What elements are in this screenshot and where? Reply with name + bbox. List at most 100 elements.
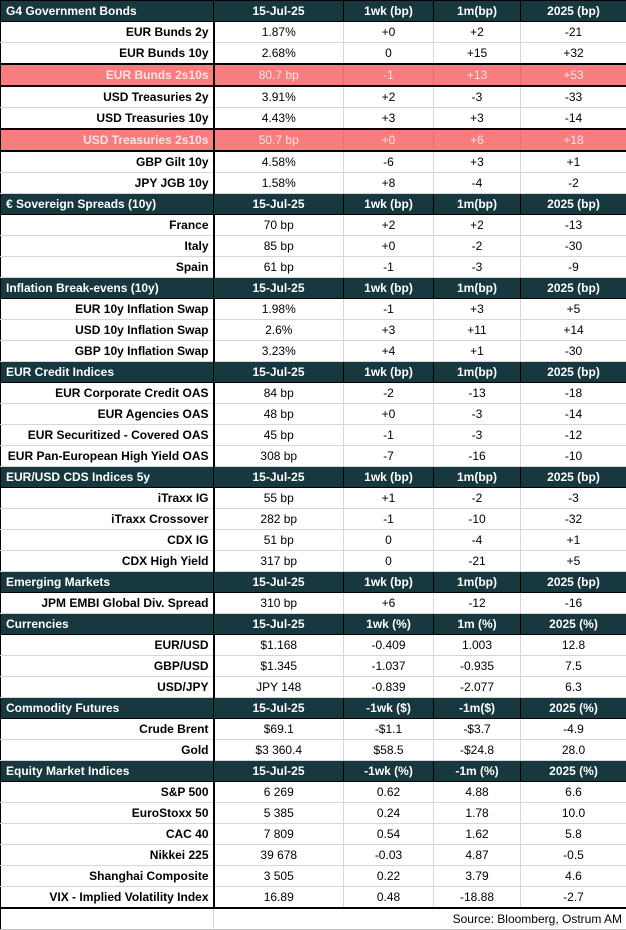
value-cell: +0: [344, 236, 434, 257]
value-cell: 310 bp: [214, 593, 344, 614]
value-cell: -13: [521, 215, 626, 236]
value-cell: +5: [521, 551, 626, 572]
value-cell: +18: [521, 129, 626, 151]
value-cell: -14: [521, 108, 626, 130]
column-header: 1wk (bp): [344, 362, 434, 383]
value-cell: 61 bp: [214, 257, 344, 278]
row-label: Nikkei 225: [1, 845, 214, 866]
value-cell: -2: [521, 173, 626, 194]
section-title: Inflation Break-evens (10y): [1, 278, 214, 299]
row-label: USD Treasuries 2y: [1, 86, 214, 108]
column-header: 1m(bp): [434, 572, 521, 593]
row-label: EUR Pan-European High Yield OAS: [1, 446, 214, 467]
row-label: JPM EMBI Global Div. Spread: [1, 593, 214, 614]
date-column-header: 15-Jul-25: [214, 761, 344, 782]
row-label: Shanghai Composite: [1, 866, 214, 887]
value-cell: 85 bp: [214, 236, 344, 257]
value-cell: 70 bp: [214, 215, 344, 236]
value-cell: 28.0: [521, 740, 626, 761]
row-label: EUR Bunds 2y: [1, 22, 214, 43]
date-column-header: 15-Jul-25: [214, 194, 344, 215]
value-cell: 0.54: [344, 824, 434, 845]
row-label: USD 10y Inflation Swap: [1, 320, 214, 341]
row-label: Spain: [1, 257, 214, 278]
column-header: 2025 (bp): [521, 362, 626, 383]
value-cell: +1: [434, 341, 521, 362]
date-column-header: 15-Jul-25: [214, 698, 344, 719]
value-cell: +2: [344, 86, 434, 108]
date-column-header: 15-Jul-25: [214, 614, 344, 635]
value-cell: 7.5: [521, 656, 626, 677]
value-cell: -3: [434, 404, 521, 425]
value-cell: +2: [434, 215, 521, 236]
value-cell: -$24.8: [434, 740, 521, 761]
value-cell: +13: [434, 64, 521, 86]
column-header: 1m (%): [434, 614, 521, 635]
column-header: 2025 (bp): [521, 467, 626, 488]
value-cell: -3: [434, 257, 521, 278]
section-title: Emerging Markets: [1, 572, 214, 593]
row-label: VIX - Implied Volatility Index: [1, 887, 214, 909]
value-cell: +53: [521, 64, 626, 86]
date-column-header: 15-Jul-25: [214, 1, 344, 22]
row-label: GBP Gilt 10y: [1, 151, 214, 173]
column-header: -1wk (%): [344, 761, 434, 782]
value-cell: -18: [521, 383, 626, 404]
row-label: iTraxx IG: [1, 488, 214, 509]
value-cell: 0.62: [344, 782, 434, 803]
column-header: 1m(bp): [434, 278, 521, 299]
value-cell: -10: [434, 509, 521, 530]
value-cell: -1: [344, 257, 434, 278]
column-header: 1wk (bp): [344, 278, 434, 299]
value-cell: 84 bp: [214, 383, 344, 404]
column-header: 1m(bp): [434, 194, 521, 215]
value-cell: 3 505: [214, 866, 344, 887]
value-cell: 0: [344, 530, 434, 551]
value-cell: +14: [521, 320, 626, 341]
value-cell: -4: [434, 530, 521, 551]
row-label: CDX High Yield: [1, 551, 214, 572]
row-label: USD Treasuries 10y: [1, 108, 214, 130]
value-cell: 16.89: [214, 887, 344, 909]
value-cell: -33: [521, 86, 626, 108]
date-column-header: 15-Jul-25: [214, 572, 344, 593]
row-label: USD Treasuries 2s10s: [1, 129, 214, 151]
value-cell: 48 bp: [214, 404, 344, 425]
value-cell: 308 bp: [214, 446, 344, 467]
value-cell: -14: [521, 404, 626, 425]
value-cell: -10: [521, 446, 626, 467]
value-cell: -3: [434, 86, 521, 108]
value-cell: 1.58%: [214, 173, 344, 194]
value-cell: 5.8: [521, 824, 626, 845]
column-header: 1wk (bp): [344, 467, 434, 488]
column-header: 1wk (bp): [344, 194, 434, 215]
value-cell: +0: [344, 404, 434, 425]
row-label: GBP 10y Inflation Swap: [1, 341, 214, 362]
row-label: EUR/USD: [1, 635, 214, 656]
value-cell: +6: [344, 593, 434, 614]
value-cell: 6.6: [521, 782, 626, 803]
value-cell: +15: [434, 43, 521, 65]
column-header: 2025 (bp): [521, 572, 626, 593]
value-cell: -2: [434, 488, 521, 509]
value-cell: +5: [521, 299, 626, 320]
value-cell: 317 bp: [214, 551, 344, 572]
value-cell: +6: [434, 129, 521, 151]
value-cell: 1.62: [434, 824, 521, 845]
value-cell: 4.88: [434, 782, 521, 803]
